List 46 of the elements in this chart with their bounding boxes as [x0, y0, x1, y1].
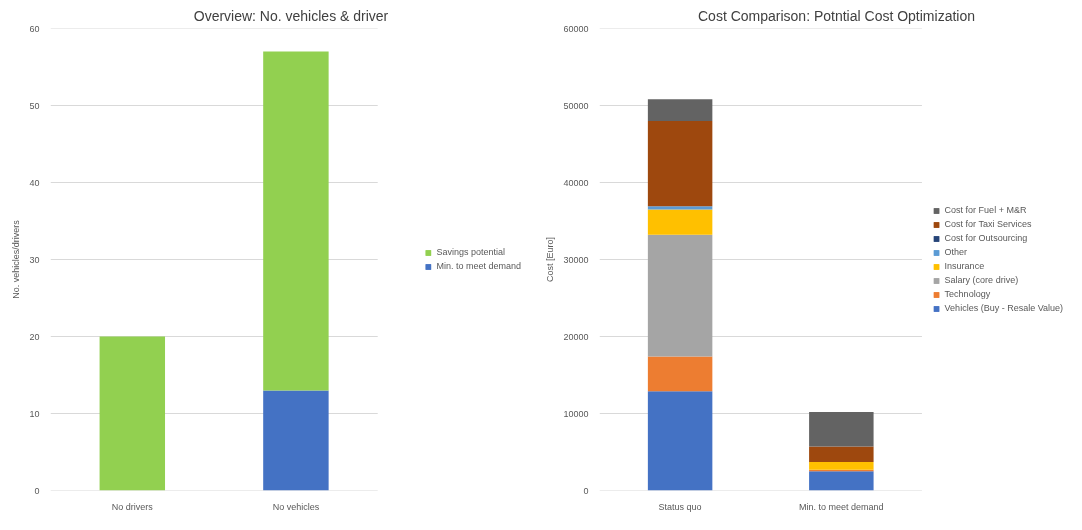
y-tick-label: 60000: [563, 23, 589, 34]
y-tick-label: 30: [29, 254, 40, 265]
chart-title: Overview: No. vehicles & driver: [193, 7, 389, 24]
y-tick-label: 10000: [563, 408, 589, 419]
bar: [809, 411, 874, 447]
y-tick-label: 50: [29, 100, 40, 111]
bar: [647, 234, 713, 357]
legend-label: Other: [944, 247, 968, 257]
y-tick-label: 20: [29, 331, 40, 342]
y-tick-label: 0: [34, 485, 40, 496]
legend-label: Salary (core drive): [944, 275, 1019, 285]
x-tick-label: Status quo: [658, 501, 702, 512]
bar: [647, 99, 713, 121]
x-tick-label: No vehicles: [272, 501, 320, 512]
x-tick-label: No drivers: [111, 501, 154, 512]
bar: [263, 390, 329, 491]
bar: [647, 120, 713, 207]
y-axis-title: No. vehicles/drivers: [11, 219, 22, 299]
legend-label: Insurance: [944, 261, 985, 271]
bar: [647, 391, 713, 491]
y-tick-label: 40000: [563, 177, 589, 188]
y-tick-label: 40: [29, 177, 40, 188]
legend-label: Cost for Taxi Services: [944, 219, 1032, 229]
legend-label: Min. to meet demand: [436, 261, 521, 271]
y-tick-label: 30000: [563, 254, 589, 265]
bar: [263, 51, 329, 391]
bar: [647, 206, 713, 210]
y-tick-label: 20000: [563, 331, 589, 342]
legend-label: Cost for Outsourcing: [944, 233, 1028, 243]
legend-label: Technology: [944, 289, 991, 299]
legend-label: Vehicles (Buy - Resale Value): [944, 303, 1063, 313]
y-tick-label: 0: [583, 485, 589, 496]
legend-label: Cost for Fuel + M&R: [944, 205, 1027, 215]
y-tick-label: 10: [29, 408, 40, 419]
chart-title: Cost Comparison: Potntial Cost Optimization: [698, 7, 975, 24]
bar: [809, 471, 874, 491]
x-tick-label: Min. to meet demand: [799, 501, 884, 512]
bar: [647, 356, 713, 392]
y-axis-title: Cost [Euro]: [545, 236, 556, 283]
bar: [809, 446, 874, 463]
bar: [647, 209, 713, 235]
y-tick-label: 50000: [563, 100, 589, 111]
bar: [809, 462, 874, 470]
legend-label: Savings potential: [436, 247, 505, 257]
bar: [99, 336, 166, 491]
y-tick-label: 60: [29, 23, 40, 34]
